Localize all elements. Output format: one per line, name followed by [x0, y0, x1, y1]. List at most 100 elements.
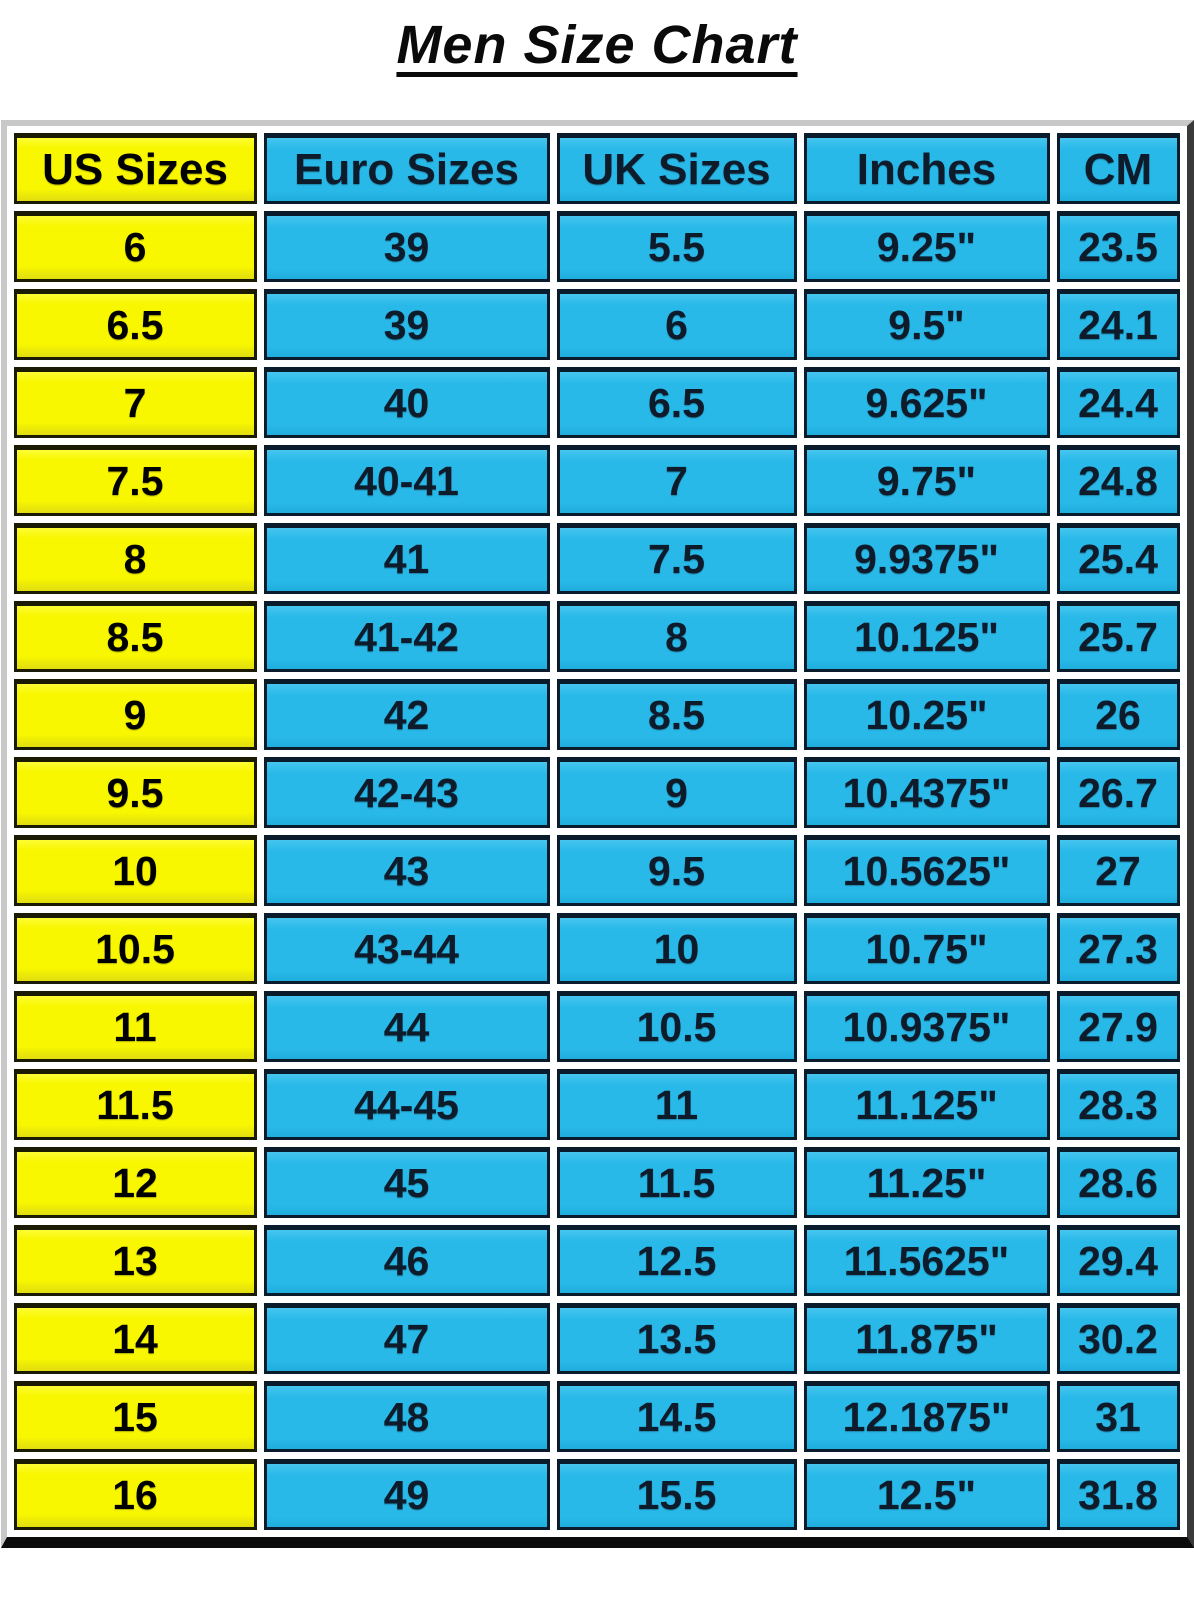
table-cell: 24.8: [1056, 445, 1180, 516]
table-row: 8 41 7.5 9.9375" 25.4: [13, 523, 1180, 594]
table-cell: 11.5: [13, 1069, 257, 1140]
header-euro-sizes: Euro Sizes: [263, 133, 550, 204]
table-row: 6 39 5.5 9.25" 23.5: [13, 211, 1180, 282]
table-cell: 10.5: [13, 913, 257, 984]
table-cell: 44-45: [263, 1069, 550, 1140]
table-cell: 48: [263, 1381, 550, 1452]
header-cm: CM: [1056, 133, 1180, 204]
table-row: 9 42 8.5 10.25" 26: [13, 679, 1180, 750]
table-header: US Sizes Euro Sizes UK Sizes Inches CM: [13, 133, 1180, 204]
table-row: 14 47 13.5 11.875" 30.2: [13, 1303, 1180, 1374]
table-cell: 45: [263, 1147, 550, 1218]
table-cell: 23.5: [1056, 211, 1180, 282]
table-row: 7 40 6.5 9.625" 24.4: [13, 367, 1180, 438]
table-cell: 7: [556, 445, 797, 516]
table-cell: 6.5: [13, 289, 257, 360]
table-cell: 6: [556, 289, 797, 360]
table-cell: 39: [263, 211, 550, 282]
table-cell: 12.5": [803, 1459, 1050, 1530]
table-cell: 39: [263, 289, 550, 360]
table-cell: 43: [263, 835, 550, 906]
table-cell: 12.5: [556, 1225, 797, 1296]
table-cell: 8: [13, 523, 257, 594]
table-cell: 44: [263, 991, 550, 1062]
table-cell: 26.7: [1056, 757, 1180, 828]
table-cell: 15.5: [556, 1459, 797, 1530]
table-cell: 25.7: [1056, 601, 1180, 672]
table-cell: 6.5: [556, 367, 797, 438]
table-cell: 12: [13, 1147, 257, 1218]
table-cell: 10.75": [803, 913, 1050, 984]
table-cell: 15: [13, 1381, 257, 1452]
table-cell: 27.9: [1056, 991, 1180, 1062]
table-cell: 40: [263, 367, 550, 438]
table-cell: 8.5: [556, 679, 797, 750]
table-row: 12 45 11.5 11.25" 28.6: [13, 1147, 1180, 1218]
table-cell: 9.5: [556, 835, 797, 906]
header-us-sizes: US Sizes: [13, 133, 257, 204]
table-cell: 10: [556, 913, 797, 984]
table-row: 11 44 10.5 10.9375" 27.9: [13, 991, 1180, 1062]
table-row: 6.5 39 6 9.5" 24.1: [13, 289, 1180, 360]
size-table: US Sizes Euro Sizes UK Sizes Inches CM 6…: [0, 120, 1194, 1548]
header-uk-sizes: UK Sizes: [556, 133, 797, 204]
table-cell: 42-43: [263, 757, 550, 828]
table-cell: 24.4: [1056, 367, 1180, 438]
page-title: Men Size Chart: [396, 15, 798, 75]
table-row: 15 48 14.5 12.1875" 31: [13, 1381, 1180, 1452]
table-cell: 40-41: [263, 445, 550, 516]
table-cell: 49: [263, 1459, 550, 1530]
table-cell: 11.25": [803, 1147, 1050, 1218]
table-cell: 5.5: [556, 211, 797, 282]
table-cell: 29.4: [1056, 1225, 1180, 1296]
table-cell: 10.5: [556, 991, 797, 1062]
table-cell: 7.5: [556, 523, 797, 594]
table-body: 6 39 5.5 9.25" 23.5 6.5 39 6 9.5" 24.1 7 40 6.5 9.625…: [13, 211, 1180, 1530]
table-cell: 11.125": [803, 1069, 1050, 1140]
table-cell: 42: [263, 679, 550, 750]
table-cell: 28.3: [1056, 1069, 1180, 1140]
table-cell: 10.125": [803, 601, 1050, 672]
table-cell: 27.3: [1056, 913, 1180, 984]
table-cell: 26: [1056, 679, 1180, 750]
table-cell: 11.5625": [803, 1225, 1050, 1296]
table-cell: 13.5: [556, 1303, 797, 1374]
table-row: 16 49 15.5 12.5" 31.8: [13, 1459, 1180, 1530]
table-cell: 28.6: [1056, 1147, 1180, 1218]
table-cell: 12.1875": [803, 1381, 1050, 1452]
page: { "title": "Men Size Chart", "colors": {…: [0, 14, 1194, 1614]
table-row: 8.5 41-42 8 10.125" 25.7: [13, 601, 1180, 672]
table-cell: 9.625": [803, 367, 1050, 438]
table-cell: 30.2: [1056, 1303, 1180, 1374]
table-cell: 24.1: [1056, 289, 1180, 360]
table-cell: 9.9375": [803, 523, 1050, 594]
table-cell: 13: [13, 1225, 257, 1296]
table-cell: 11.875": [803, 1303, 1050, 1374]
table-cell: 46: [263, 1225, 550, 1296]
table-row: 10.5 43-44 10 10.75" 27.3: [13, 913, 1180, 984]
table-cell: 7.5: [13, 445, 257, 516]
table-cell: 8: [556, 601, 797, 672]
table-cell: 47: [263, 1303, 550, 1374]
header-inches: Inches: [803, 133, 1050, 204]
table-row: 13 46 12.5 11.5625" 29.4: [13, 1225, 1180, 1296]
table-cell: 41: [263, 523, 550, 594]
table-cell: 31: [1056, 1381, 1180, 1452]
table-cell: 9: [13, 679, 257, 750]
table-cell: 9.5": [803, 289, 1050, 360]
table-cell: 10: [13, 835, 257, 906]
table-cell: 10.9375": [803, 991, 1050, 1062]
table-row: 11.5 44-45 11 11.125" 28.3: [13, 1069, 1180, 1140]
table-cell: 14: [13, 1303, 257, 1374]
table-cell: 43-44: [263, 913, 550, 984]
table-row: 7.5 40-41 7 9.75" 24.8: [13, 445, 1180, 516]
table-cell: 8.5: [13, 601, 257, 672]
table-cell: 6: [13, 211, 257, 282]
table-cell: 7: [13, 367, 257, 438]
table-cell: 9: [556, 757, 797, 828]
table-row: 10 43 9.5 10.5625" 27: [13, 835, 1180, 906]
table-cell: 31.8: [1056, 1459, 1180, 1530]
table-cell: 9.75": [803, 445, 1050, 516]
table-cell: 10.4375": [803, 757, 1050, 828]
table-cell: 25.4: [1056, 523, 1180, 594]
